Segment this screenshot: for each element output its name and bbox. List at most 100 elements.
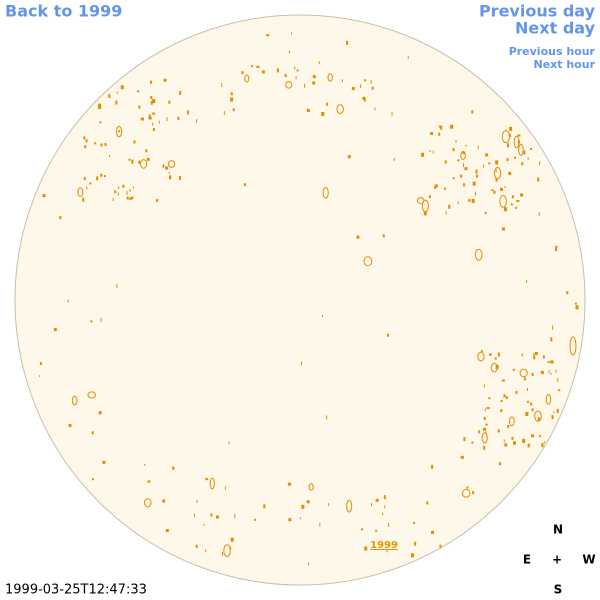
speck [434, 184, 438, 188]
speck [104, 142, 107, 146]
speck [484, 211, 487, 214]
speck [508, 416, 515, 427]
speck [452, 148, 455, 152]
speck [504, 443, 508, 447]
speck [230, 92, 233, 96]
speck [196, 119, 198, 124]
speck [67, 299, 69, 303]
speck [513, 442, 516, 445]
speck [215, 515, 219, 519]
speck [177, 116, 180, 120]
speck [86, 186, 88, 190]
speck [131, 159, 134, 164]
speck [429, 149, 431, 152]
speck [98, 105, 102, 110]
speck [179, 90, 182, 95]
speck [168, 171, 170, 174]
speck [497, 352, 500, 357]
speck [463, 183, 466, 187]
speck [347, 155, 351, 159]
speck [522, 438, 526, 443]
speck [143, 498, 152, 508]
speck [438, 132, 441, 136]
speck [115, 100, 118, 105]
speck [462, 151, 465, 155]
speck [85, 139, 88, 143]
speck [423, 211, 427, 216]
speck [508, 171, 512, 175]
compass-west: W [582, 553, 595, 567]
speck [463, 437, 466, 442]
speck [527, 443, 530, 446]
speck [550, 337, 553, 342]
speck [169, 176, 172, 180]
speck [506, 143, 509, 148]
speck [460, 174, 463, 178]
speck [527, 444, 530, 448]
speck [407, 56, 409, 60]
speck [557, 377, 559, 382]
next-hour-link[interactable]: Next hour [534, 58, 596, 71]
speck [114, 190, 117, 194]
speck [288, 50, 290, 54]
speck [140, 117, 144, 121]
speck [476, 174, 479, 178]
timestamp: 1999-03-25T12:47:33 [5, 583, 147, 598]
speck [112, 198, 114, 202]
speck [538, 211, 540, 216]
speck [474, 248, 483, 261]
speck [484, 408, 486, 412]
speck [428, 195, 431, 199]
speck [228, 441, 230, 445]
speck [346, 40, 349, 45]
speck [150, 80, 153, 84]
speck [371, 503, 373, 507]
speck [172, 466, 175, 470]
next-day-link[interactable]: Next day [515, 19, 596, 38]
compass-south: S [554, 583, 563, 597]
speck [137, 90, 140, 93]
speck [150, 100, 153, 105]
speck [499, 462, 502, 466]
speck [266, 34, 270, 37]
speck [179, 175, 182, 180]
speck [550, 372, 552, 375]
speck [129, 188, 131, 192]
speck [138, 160, 141, 164]
speck [299, 517, 301, 520]
speck [416, 197, 425, 205]
speck [165, 529, 169, 533]
speck [443, 187, 446, 190]
speck [162, 499, 166, 503]
speck [295, 76, 297, 80]
speck [100, 143, 103, 147]
speck [486, 407, 490, 410]
speck [224, 486, 226, 490]
speck [542, 355, 545, 359]
speck [466, 486, 469, 489]
speck [457, 159, 460, 162]
speck [471, 198, 475, 203]
speck [483, 445, 486, 450]
speck [102, 460, 106, 464]
speck [526, 400, 529, 403]
speck [387, 333, 390, 337]
back-link[interactable]: Back to 1999 [5, 2, 122, 21]
speck [288, 518, 292, 522]
speck [523, 377, 526, 381]
speck [384, 505, 386, 509]
speck [504, 186, 506, 189]
speck [501, 227, 505, 231]
speck [477, 351, 485, 362]
speck [534, 351, 538, 355]
speck [431, 530, 435, 534]
previous-day-link[interactable]: Previous day [479, 2, 596, 21]
year-link[interactable]: 1999 [370, 540, 398, 551]
previous-hour-link[interactable]: Previous hour [509, 45, 596, 58]
speck [414, 541, 417, 546]
speck [205, 549, 207, 553]
speck [534, 410, 542, 422]
speck [472, 491, 475, 495]
speck [485, 423, 488, 426]
